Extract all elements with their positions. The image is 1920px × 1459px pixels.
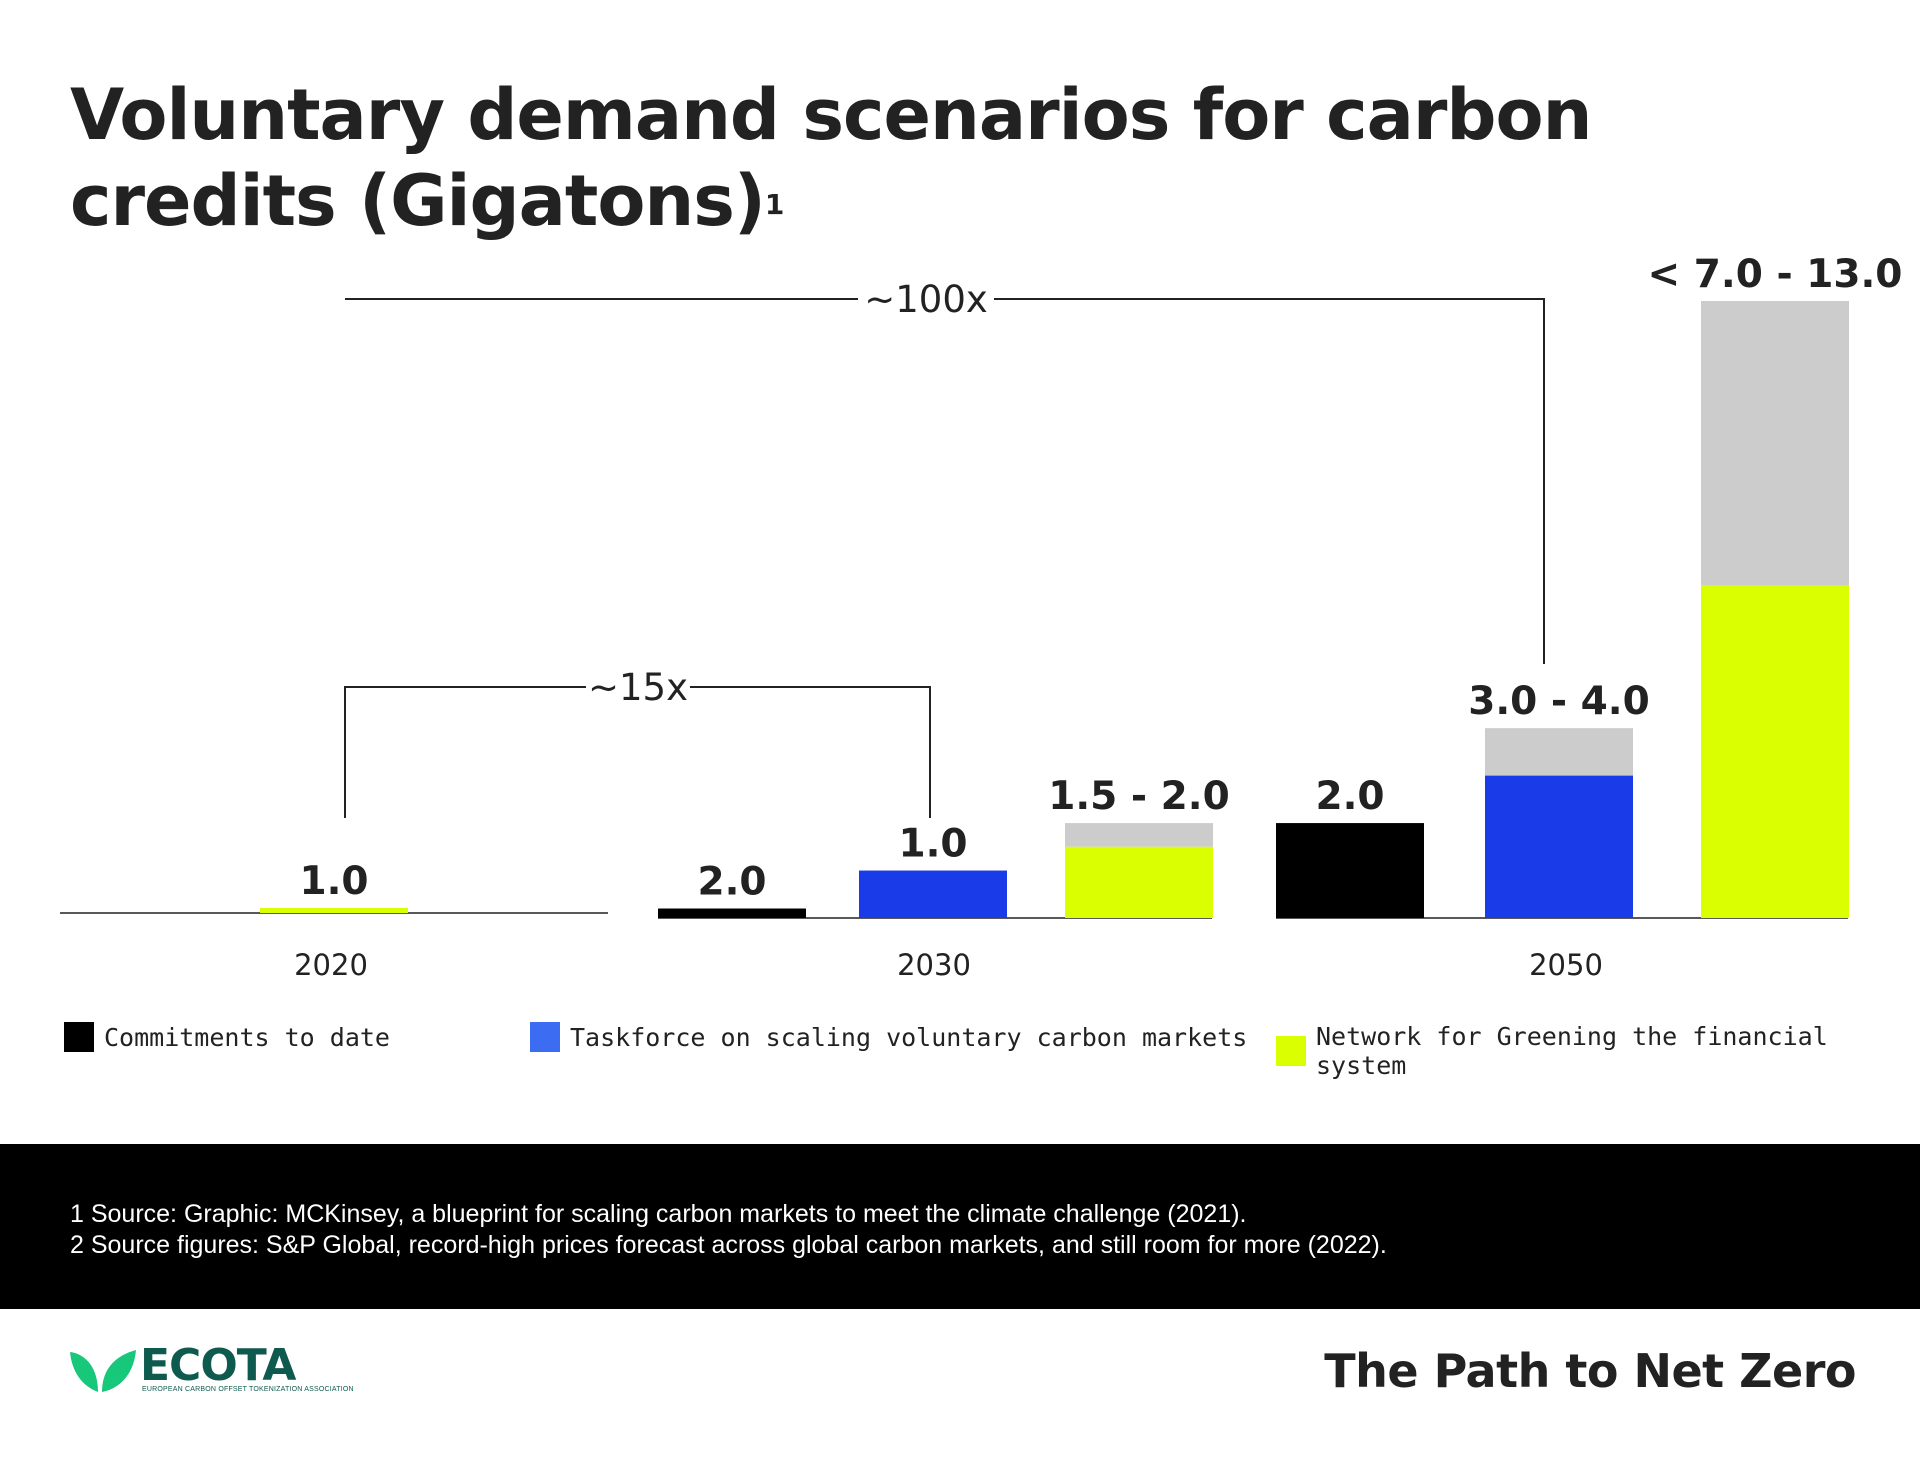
x-tick-label-2050: 2050 [1529, 948, 1603, 982]
ecota-logo: ECOTA EUROPEAN CARBON OFFSET TOKENIZATIO… [68, 1340, 354, 1398]
source-notes: 1 Source: Graphic: MCKinsey, a blueprint… [70, 1199, 1387, 1261]
bar-commitments-to-date-2050 [1276, 823, 1424, 918]
data-label-network-for-greening-the-financial-system-2050: < 7.0 - 13.0 [1648, 252, 1903, 297]
bar-network-for-greening-the-financial-system-2050 [1701, 585, 1849, 918]
chart-title: Voluntary demand scenarios for carbon cr… [70, 72, 1670, 244]
data-label-taskforce-on-scaling-voluntary-carbon-markets-2030: 1.0 [898, 822, 967, 867]
legend-item-commitments: Commitments to date [64, 1022, 390, 1052]
growth-bracket-2050-label: ~100x [864, 278, 988, 321]
x-tick-label-2020: 2020 [294, 948, 368, 982]
chart-title-text: Voluntary demand scenarios for carbon cr… [70, 74, 1592, 242]
legend-swatch-commitments [64, 1022, 94, 1052]
data-label-network-for-greening-the-financial-system-2030: 1.5 - 2.0 [1048, 774, 1230, 819]
data-label-commitments-to-date-2050: 2.0 [1315, 774, 1384, 819]
tagline: The Path to Net Zero [1324, 1344, 1856, 1398]
bar-network-for-greening-the-financial-system-2030 [1065, 846, 1213, 918]
growth-bracket-2030-left [344, 686, 586, 818]
legend-item-ngfs: Network for Greening the financial syste… [1276, 1022, 1920, 1080]
legend-label-commitments: Commitments to date [104, 1022, 390, 1052]
bar-taskforce-on-scaling-voluntary-carbon-markets-2030 [859, 870, 1007, 918]
logo-wordmark: ECOTA [140, 1340, 296, 1391]
bar-taskforce-on-scaling-voluntary-carbon-markets-2050 [1485, 775, 1633, 918]
data-label-taskforce-on-scaling-voluntary-carbon-markets-2050: 3.0 - 4.0 [1468, 679, 1650, 724]
chart-legend: Commitments to date Taskforce on scaling… [0, 1022, 1920, 1080]
x-tick-label-2030: 2030 [897, 948, 971, 982]
data-label-commitments-to-date-2030: 2.0 [697, 860, 766, 905]
range-bar-taskforce-on-scaling-voluntary-carbon-markets-2050 [1485, 728, 1633, 776]
growth-bracket-2030-label: ~15x [588, 666, 688, 709]
legend-swatch-ngfs [1276, 1036, 1306, 1066]
legend-label-taskforce: Taskforce on scaling voluntary carbon ma… [570, 1022, 1248, 1052]
bar-chart: 2020 2030 2050 2.0 2.0 1.0 3.0 - 4.0 1.0 1.5 - 2… [60, 252, 1903, 982]
source-note-1: 1 Source: Graphic: MCKinsey, a blueprint… [70, 1200, 1247, 1228]
leaf-logo-icon [70, 1350, 136, 1392]
legend-swatch-taskforce [530, 1022, 560, 1052]
range-bar-network-for-greening-the-financial-system-2050 [1701, 301, 1849, 586]
legend-label-ngfs: Network for Greening the financial syste… [1316, 1022, 1828, 1080]
logo-subtitle: EUROPEAN CARBON OFFSET TOKENIZATION ASSO… [142, 1386, 354, 1393]
bar-network-for-greening-the-financial-system-2020 [260, 908, 408, 913]
title-footnote-marker: 1 [764, 188, 785, 221]
sources-band: 1 Source: Graphic: MCKinsey, a blueprint… [0, 1144, 1920, 1309]
range-bar-network-for-greening-the-financial-system-2030 [1065, 823, 1213, 847]
source-note-2: 2 Source figures: S&P Global, record-hig… [70, 1231, 1387, 1259]
data-label-network-for-greening-the-financial-system-2020: 1.0 [299, 859, 368, 904]
bar-commitments-to-date-2030 [658, 908, 806, 918]
growth-bracket-2030-right [690, 686, 931, 818]
legend-item-taskforce: Taskforce on scaling voluntary carbon ma… [530, 1022, 1247, 1052]
growth-bracket-2050-right [994, 298, 1545, 664]
